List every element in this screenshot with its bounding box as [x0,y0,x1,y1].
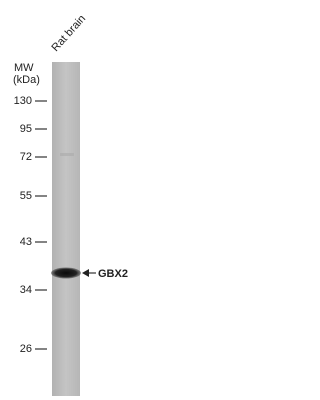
marker-ladder: 130 95 72 55 43 34 26 [14,95,47,355]
lane-label: Rat brain [49,13,88,54]
band-label: GBX2 [98,268,128,280]
gel-lane [52,62,80,396]
mw-title: MW [14,62,34,74]
marker-label: 43 [20,236,32,248]
arrow-head [82,269,89,277]
marker-label: 95 [20,123,32,135]
faint-band [60,153,74,156]
marker-label: 130 [14,95,32,107]
mw-unit: (kDa) [13,74,40,86]
protein-band [51,267,81,279]
marker-label: 55 [20,190,32,202]
marker-label: 34 [20,284,32,296]
marker-label: 72 [20,151,32,163]
western-blot: Rat brain MW (kDa) 130 95 72 55 43 34 26 GBX2 [13,13,128,396]
marker-label: 26 [20,343,32,355]
